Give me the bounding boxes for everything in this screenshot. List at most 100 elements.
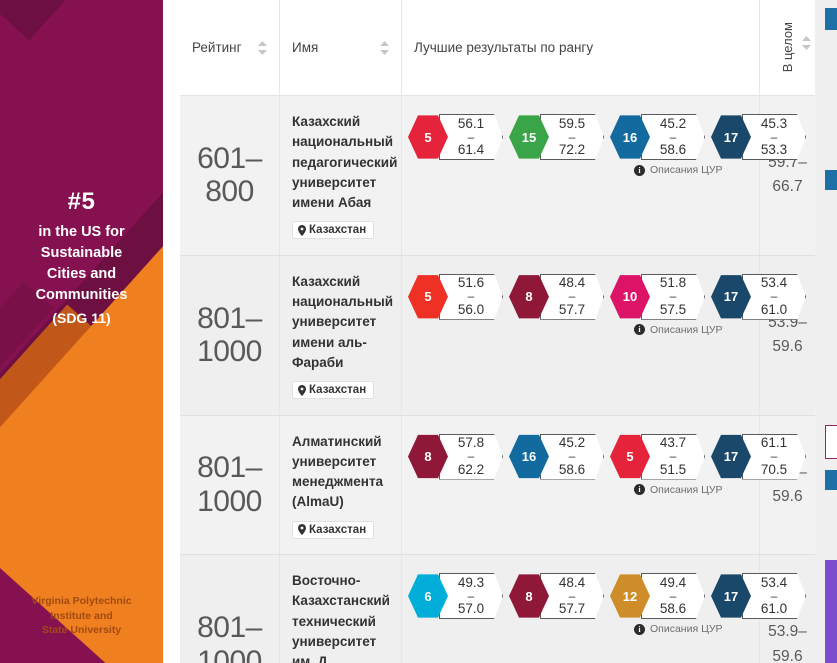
- country-label: Казахстан: [309, 523, 367, 536]
- sdg-score-min: 59.5: [558, 115, 586, 131]
- institution-name-link[interactable]: Восточно-Казахстанский технический униве…: [292, 573, 390, 663]
- sdg-score-max: 61.4: [457, 142, 485, 158]
- sdg-hexagon-icon: 8: [509, 275, 549, 319]
- sdg-badge[interactable]: 5 56.1–61.4: [408, 114, 503, 160]
- sdg-score-dash: –: [467, 289, 475, 304]
- sdg-score-range: 59.5–72.2: [540, 114, 604, 160]
- sdg-score-dash: –: [770, 129, 778, 144]
- sdg-descriptions-link[interactable]: i Описания ЦУР: [634, 164, 723, 176]
- offscreen-fragment-outline[interactable]: [825, 425, 837, 459]
- country-badge[interactable]: Казахстан: [292, 381, 375, 399]
- sdg-score-range: 61.1–70.5: [742, 433, 806, 480]
- sdg-number: 17: [723, 588, 739, 604]
- sdg-score-min: 49.3: [457, 574, 485, 590]
- sort-icon[interactable]: [258, 40, 267, 55]
- cell-rank: 601– 800: [180, 96, 280, 255]
- sdg-badge[interactable]: 16 45.2–58.6: [610, 114, 705, 160]
- ad-footer-line-1: Virginia Polytechnic: [31, 595, 132, 608]
- ad-footer-line-2: Institute and: [50, 609, 113, 622]
- sdg-badge[interactable]: 17 53.4–61.0: [711, 273, 806, 320]
- sdg-score-max: 51.5: [659, 461, 687, 477]
- info-icon: i: [634, 324, 645, 336]
- sdg-badge-list: 5 56.1–61.4 15 59.5–72.2 16 45.2–58.6 17 45.3–5…: [408, 114, 806, 160]
- ad-line-5: (SDG 11): [52, 309, 111, 326]
- overall-score-continued: 59.6: [772, 487, 803, 505]
- sdg-score-range: 53.4–61.0: [742, 273, 806, 320]
- sdg-badge[interactable]: 8 48.4–57.7: [509, 273, 604, 320]
- offscreen-fragment-purple[interactable]: [825, 560, 837, 663]
- sdg-score-max: 57.0: [457, 601, 485, 617]
- sdg-badge[interactable]: 5 51.6–56.0: [408, 273, 503, 320]
- sdg-score-range: 43.7–51.5: [641, 433, 705, 480]
- sdg-descriptions-link[interactable]: i Описания ЦУР: [634, 324, 723, 336]
- sdg-badge[interactable]: 6 49.3–57.0: [408, 573, 503, 619]
- sdg-number: 17: [723, 129, 739, 145]
- ad-line-3: Cities and: [46, 265, 117, 282]
- sponsor-ad-banner[interactable]: #5 in the US for Sustainable Cities and …: [0, 0, 163, 663]
- cell-best-results: 6 49.3–57.0 8 48.4–57.7 12 49.4–58.6 17 53.4–61…: [402, 555, 806, 663]
- table-row[interactable]: 801– 1000 Алматинский университет менеджме…: [180, 415, 815, 555]
- sdg-score-range: 51.6–56.0: [439, 273, 503, 320]
- sdg-score-range: 48.4–57.7: [540, 573, 604, 619]
- sdg-badge[interactable]: 15 59.5–72.2: [509, 114, 604, 160]
- country-badge[interactable]: Казахстан: [292, 221, 375, 240]
- sdg-badge[interactable]: 17 53.4–61.0: [711, 573, 806, 619]
- column-header-overall[interactable]: В целом: [760, 0, 815, 95]
- rank-value: 801–: [197, 451, 262, 485]
- sdg-score-min: 61.1: [760, 435, 788, 451]
- sdg-score-dash: –: [669, 289, 677, 304]
- offscreen-fragment-blue-2[interactable]: [825, 170, 837, 190]
- sdg-number: 8: [525, 588, 533, 604]
- sdg-hexagon-icon: 17: [711, 275, 751, 319]
- sdg-score-dash: –: [770, 289, 778, 304]
- column-header-name[interactable]: Имя: [280, 0, 402, 95]
- sdg-badge[interactable]: 10 51.8–57.5: [610, 273, 705, 320]
- cell-institution: Алматинский университет менеджмента (Alm…: [280, 415, 402, 554]
- sdg-score-range: 49.3–57.0: [439, 573, 503, 619]
- sdg-badge[interactable]: 5 43.7–51.5: [610, 433, 705, 480]
- sdg-hexagon-icon: 5: [610, 434, 650, 479]
- sdg-score-range: 45.2–58.6: [540, 433, 604, 480]
- rank-value: 801–: [197, 610, 262, 644]
- column-header-rank-label: Рейтинг: [192, 40, 242, 55]
- rank-value-continued: 800: [205, 175, 254, 209]
- sdg-score-min: 51.8: [659, 275, 687, 291]
- sdg-badge[interactable]: 12 49.4–58.6: [610, 573, 705, 619]
- sdg-badge[interactable]: 16 45.2–58.6: [509, 433, 604, 480]
- sort-icon[interactable]: [802, 36, 811, 50]
- offscreen-fragment-blue-1[interactable]: [825, 8, 837, 30]
- sdg-score-min: 53.4: [760, 275, 788, 291]
- sdg-badge[interactable]: 17 45.3–53.3: [711, 114, 806, 160]
- sdg-score-range: 57.8–62.2: [439, 433, 503, 480]
- sdg-score-dash: –: [669, 588, 677, 603]
- rankings-table: Рейтинг Имя Лучшие резул: [180, 0, 815, 663]
- overall-score-continued: 59.6: [772, 338, 803, 356]
- cell-overall-score: 53.9– 59.6: [760, 555, 815, 663]
- sdg-badge[interactable]: 17 61.1–70.5: [711, 433, 806, 480]
- table-body: 601– 800 Казахский национальный педагогиче…: [180, 96, 815, 663]
- sdg-score-min: 51.6: [457, 275, 485, 291]
- column-header-name-label: Имя: [292, 40, 319, 55]
- ad-decor-shape-dark-top: [0, 0, 143, 41]
- sdg-score-dash: –: [568, 129, 576, 144]
- ad-institution-name: Virginia Polytechnic Institute and State…: [0, 594, 163, 637]
- country-badge[interactable]: Казахстан: [292, 520, 375, 539]
- sdg-descriptions-link[interactable]: i Описания ЦУР: [634, 484, 723, 496]
- sdg-badge[interactable]: 8 57.8–62.2: [408, 433, 503, 480]
- sdg-hexagon-icon: 12: [610, 574, 650, 618]
- offscreen-fragment-blue-3[interactable]: [825, 470, 837, 490]
- sdg-score-max: 57.7: [558, 601, 586, 617]
- sort-icon[interactable]: [380, 40, 389, 55]
- column-header-rank[interactable]: Рейтинг: [180, 0, 280, 95]
- institution-name-link[interactable]: Алматинский университет менеджмента (Alm…: [292, 433, 384, 510]
- table-row[interactable]: 801– 1000 Восточно-Казахстанский техническ…: [180, 555, 815, 663]
- table-row[interactable]: 801– 1000 Казахский национальный университ…: [180, 255, 815, 416]
- sdg-badge[interactable]: 8 48.4–57.7: [509, 573, 604, 619]
- institution-name-link[interactable]: Казахский национальный педагогический ун…: [292, 114, 398, 210]
- sdg-score-min: 45.2: [659, 115, 687, 131]
- table-row[interactable]: 601– 800 Казахский национальный педагогиче…: [180, 96, 815, 256]
- sdg-descriptions-link[interactable]: i Описания ЦУР: [634, 623, 723, 635]
- sdg-score-dash: –: [568, 289, 576, 304]
- institution-name-link[interactable]: Казахский национальный университет имени…: [292, 273, 394, 370]
- sdg-score-dash: –: [467, 449, 475, 464]
